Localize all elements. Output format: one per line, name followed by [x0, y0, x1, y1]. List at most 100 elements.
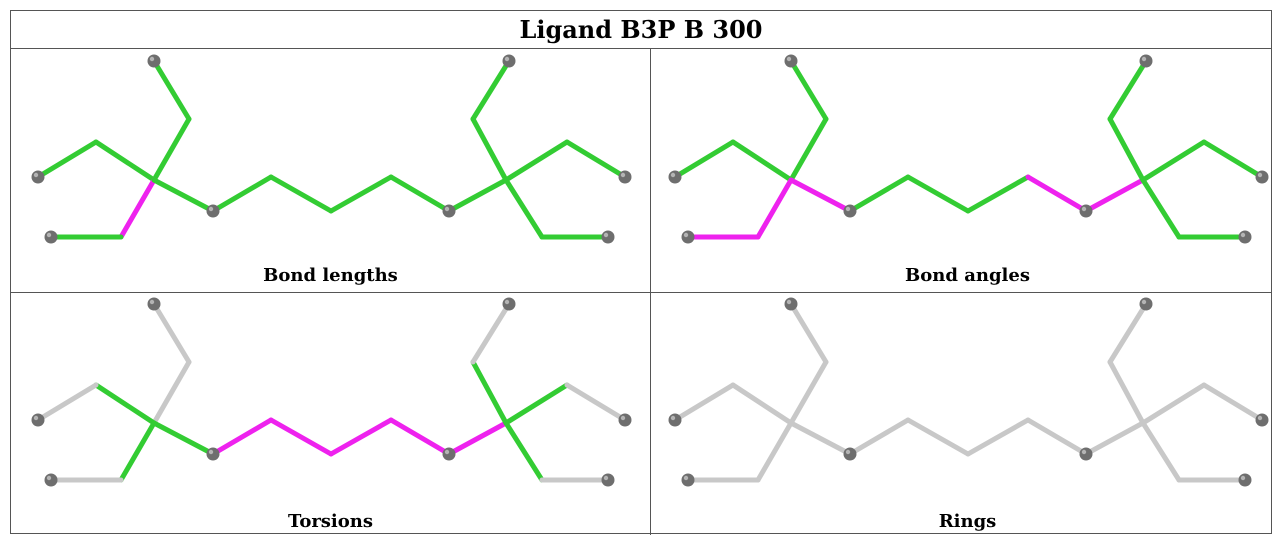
bond-12-15 [503, 139, 570, 183]
bond-12-13 [1107, 116, 1146, 183]
panel-bond-lengths: Bond lengths [16, 49, 645, 292]
bond-9-10 [328, 417, 394, 457]
panel-rings: Rings [653, 292, 1276, 535]
molecule-rings [668, 297, 1269, 487]
bond-0-1 [151, 58, 192, 122]
bond-15-16 [1201, 382, 1265, 423]
bond-1-2 [151, 359, 192, 426]
bond-2-5 [118, 420, 157, 483]
atom-highlight [670, 172, 676, 178]
bond-3-4 [35, 139, 99, 180]
bond-15-16 [564, 382, 628, 423]
atom-sphere [1238, 473, 1252, 487]
bond-2-5 [118, 177, 157, 240]
panel-torsions: Torsions [16, 292, 645, 535]
atom-highlight [46, 475, 52, 481]
bond-10-11 [1025, 417, 1089, 457]
atom-sphere [147, 297, 161, 311]
bond-11-12 [1083, 177, 1146, 214]
atom-highlight [46, 232, 52, 238]
atom-highlight [444, 449, 450, 455]
bond-2-7 [788, 420, 853, 457]
figure-frame: Ligand B3P B 300 Bond lengths Bond angle… [10, 10, 1272, 535]
bond-12-15 [1140, 139, 1207, 183]
bond-13-14 [470, 301, 512, 365]
atom-highlight [1240, 232, 1246, 238]
atom-highlight [33, 172, 39, 178]
atom-highlight [1141, 299, 1147, 305]
atom-sphere [668, 413, 682, 427]
bond-9-10 [328, 174, 394, 214]
atom-sphere [1139, 54, 1153, 68]
caption-torsions: Torsions [287, 511, 374, 532]
atom-highlight [1257, 172, 1263, 178]
bond-11-12 [446, 177, 509, 214]
atom-sphere [784, 54, 798, 68]
atom-sphere [784, 297, 798, 311]
atom-highlight [1240, 475, 1246, 481]
atom-sphere [681, 473, 695, 487]
bond-13-14 [1107, 301, 1149, 365]
bond-0-1 [788, 58, 829, 122]
atom-sphere [44, 473, 58, 487]
atom-sphere [502, 297, 516, 311]
bond-13-14 [1107, 58, 1149, 122]
atom-sphere [601, 230, 615, 244]
atom-sphere [681, 230, 695, 244]
bond-2-7 [151, 177, 216, 214]
atom-highlight [786, 56, 792, 62]
atom-highlight [504, 56, 510, 62]
bond-2-7 [151, 420, 216, 457]
atom-sphere [31, 413, 45, 427]
bond-12-17 [503, 420, 545, 483]
figure-title: Ligand B3P B 300 [11, 11, 1271, 49]
molecule-torsions [31, 297, 632, 487]
bond-10-11 [388, 417, 452, 457]
bond-7-8 [847, 174, 911, 214]
bond-2-3 [93, 139, 157, 183]
atom-sphere [206, 447, 220, 461]
atom-sphere [618, 170, 632, 184]
bond-1-2 [151, 116, 192, 183]
atom-highlight [1081, 206, 1087, 212]
bond-12-17 [1140, 420, 1182, 483]
molecule-bond-angles [668, 54, 1269, 244]
atom-sphere [147, 54, 161, 68]
atom-highlight [149, 299, 155, 305]
atom-sphere [668, 170, 682, 184]
bond-9-10 [965, 417, 1031, 457]
atom-highlight [620, 172, 626, 178]
atom-sphere [843, 447, 857, 461]
bond-3-4 [672, 382, 736, 423]
atom-highlight [845, 449, 851, 455]
atom-sphere [601, 473, 615, 487]
bond-2-3 [93, 382, 157, 426]
caption-rings: Rings [938, 511, 997, 532]
bond-3-4 [672, 139, 736, 180]
atom-highlight [504, 299, 510, 305]
caption-bond-lengths: Bond lengths [263, 265, 398, 286]
bond-1-2 [788, 359, 829, 426]
bond-3-4 [35, 382, 99, 423]
bond-8-9 [268, 417, 334, 457]
atom-sphere [1139, 297, 1153, 311]
atom-highlight [208, 449, 214, 455]
bond-2-5 [755, 177, 794, 240]
bond-9-10 [965, 174, 1031, 214]
atom-sphere [1079, 204, 1093, 218]
atom-highlight [1257, 415, 1263, 421]
atom-highlight [620, 415, 626, 421]
atom-highlight [683, 232, 689, 238]
bond-8-9 [905, 174, 971, 214]
bond-8-9 [905, 417, 971, 457]
bond-12-15 [503, 382, 570, 426]
panel-bond-angles: Bond angles [653, 49, 1276, 292]
atom-highlight [603, 475, 609, 481]
atom-highlight [444, 206, 450, 212]
bond-0-1 [151, 301, 192, 365]
atom-sphere [1079, 447, 1093, 461]
bond-12-13 [470, 359, 509, 426]
atom-highlight [1081, 449, 1087, 455]
bond-10-11 [1025, 174, 1089, 214]
caption-bond-angles: Bond angles [905, 265, 1030, 286]
